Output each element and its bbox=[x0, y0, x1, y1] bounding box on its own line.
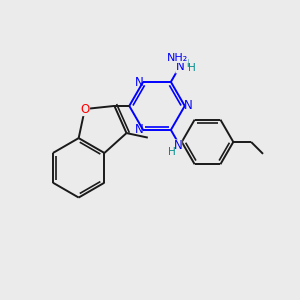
Text: H: H bbox=[188, 63, 196, 73]
Text: H: H bbox=[182, 59, 190, 69]
Text: H: H bbox=[168, 147, 176, 157]
Text: O: O bbox=[80, 103, 89, 116]
Text: N: N bbox=[184, 99, 193, 112]
Text: N: N bbox=[176, 60, 184, 74]
Text: H: H bbox=[177, 53, 185, 63]
Text: NH₂: NH₂ bbox=[167, 53, 188, 63]
Text: N: N bbox=[173, 140, 182, 152]
Text: N: N bbox=[135, 76, 143, 89]
Text: N: N bbox=[135, 124, 143, 136]
